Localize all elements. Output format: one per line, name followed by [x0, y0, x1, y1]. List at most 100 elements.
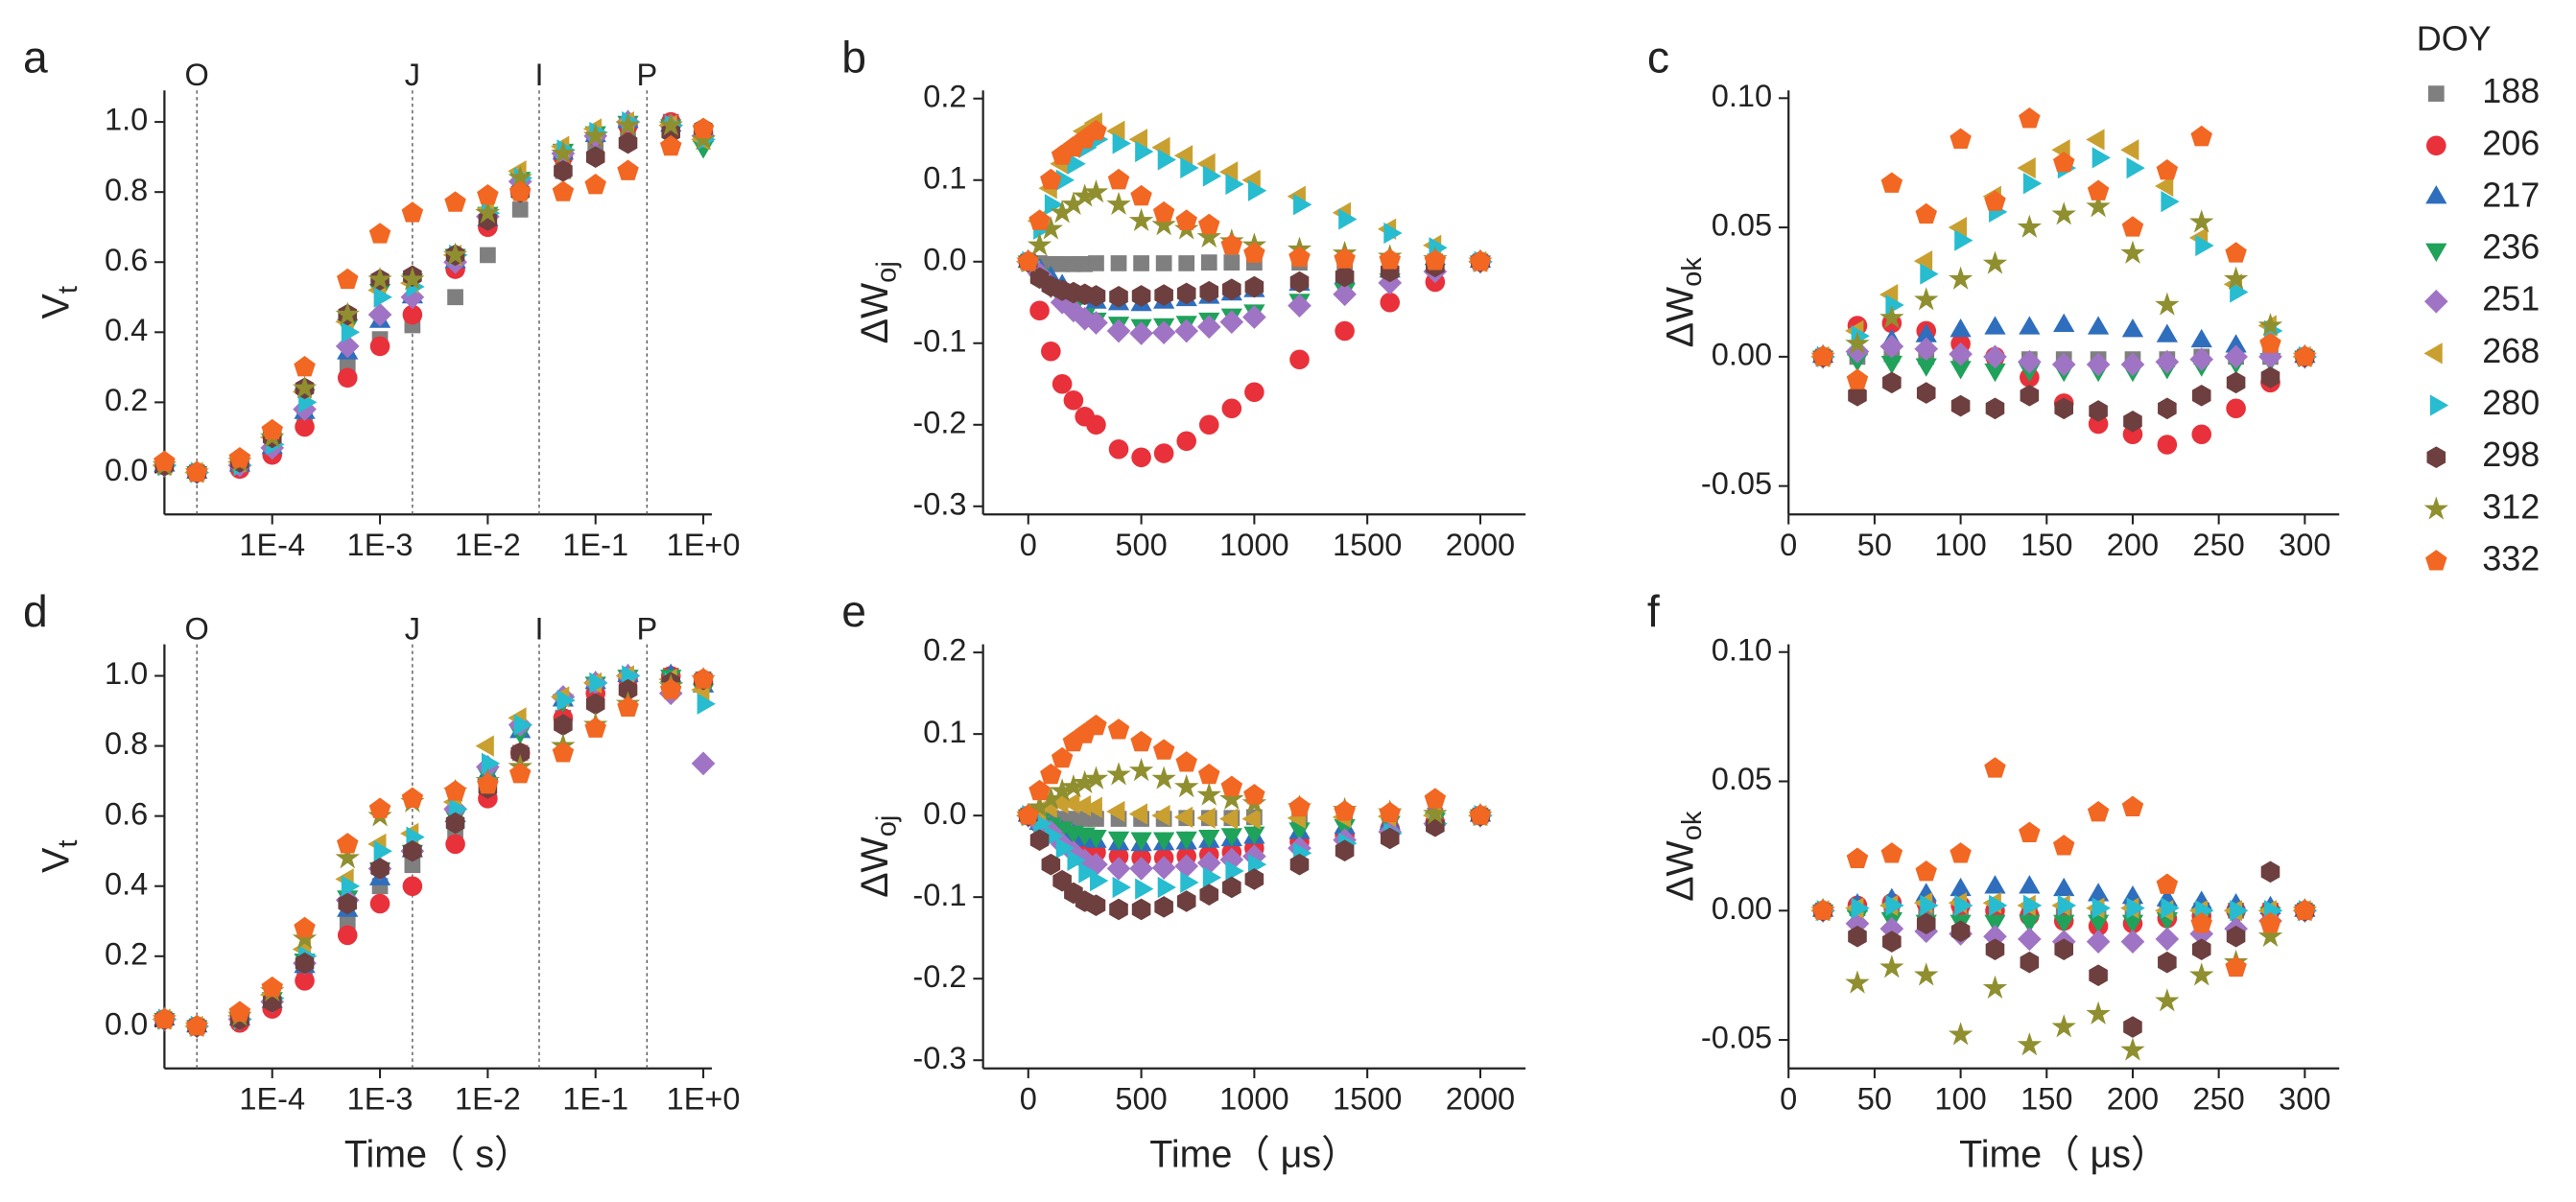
marker: [1221, 398, 1242, 419]
marker: [2158, 397, 2177, 420]
series: [154, 663, 715, 1033]
marker: [697, 693, 716, 715]
marker: [1244, 275, 1264, 298]
phase-label: O: [185, 612, 209, 647]
marker: [2223, 266, 2249, 290]
marker: [1128, 207, 1154, 232]
x-tick-label: 1E+0: [667, 1082, 741, 1117]
x-tick-label: 1500: [1333, 528, 1402, 562]
marker: [1176, 431, 1196, 452]
marker: [475, 200, 501, 224]
y-axis-label: ΔWok: [1660, 811, 1708, 902]
marker: [445, 812, 465, 835]
y-tick-label: -0.05: [1701, 1021, 1772, 1055]
x-tick-label: 2000: [1446, 1082, 1515, 1117]
marker: [475, 735, 494, 757]
marker: [367, 302, 392, 327]
marker: [1180, 156, 1199, 179]
marker: [1950, 128, 1972, 150]
marker: [1175, 831, 1197, 850]
marker: [2092, 147, 2111, 169]
marker: [1984, 914, 2006, 933]
marker: [294, 356, 316, 377]
marker: [1196, 807, 1216, 829]
marker: [1176, 282, 1196, 305]
marker: [1131, 447, 1151, 468]
marker: [585, 146, 605, 168]
y-label-sub: oj: [871, 815, 902, 837]
marker: [2051, 352, 2076, 377]
series: [1811, 107, 2316, 389]
marker: [228, 447, 251, 468]
marker: [1029, 300, 1050, 321]
marker: [368, 223, 391, 244]
marker: [1424, 788, 1447, 809]
marker: [402, 876, 423, 897]
marker: [1882, 371, 1902, 394]
x-tick-label: 1E-2: [455, 1082, 521, 1117]
x-tick-label: 500: [1115, 1082, 1167, 1117]
legend-label: 332: [2482, 538, 2540, 577]
marker: [2224, 344, 2248, 369]
y-label-main: ΔW: [1660, 839, 1702, 901]
marker: [1108, 439, 1129, 460]
series: [157, 665, 716, 1037]
phase-label: J: [405, 612, 420, 647]
marker: [1110, 255, 1127, 271]
marker: [1220, 233, 1243, 255]
marker: [2017, 214, 2043, 238]
marker: [2087, 801, 2110, 822]
marker: [1915, 358, 1937, 377]
marker: [2225, 334, 2247, 353]
y-tick-label: 0.6: [105, 796, 148, 831]
marker: [477, 772, 499, 794]
phase-label: P: [636, 612, 657, 647]
marker: [1223, 254, 1241, 271]
marker: [1225, 860, 1244, 883]
marker: [2019, 914, 2041, 933]
x-tick-label: 0: [1020, 528, 1037, 562]
marker: [508, 762, 532, 784]
marker: [2191, 384, 2211, 407]
marker: [692, 117, 715, 138]
marker: [551, 140, 576, 164]
marker: [292, 926, 318, 950]
marker: [1131, 285, 1151, 307]
marker: [1338, 208, 1358, 230]
marker: [1222, 876, 1241, 899]
marker: [403, 839, 422, 862]
marker: [1954, 229, 1973, 251]
legend-label: 206: [2482, 123, 2540, 162]
y-tick-label: 0.8: [105, 173, 148, 207]
marker: [2257, 313, 2283, 337]
marker: [1107, 719, 1130, 740]
marker: [556, 689, 576, 712]
marker: [1027, 232, 1052, 256]
marker: [338, 892, 358, 915]
y-tick-label: -0.1: [912, 323, 966, 358]
marker: [660, 134, 682, 156]
y-label-sub: oj: [871, 261, 902, 283]
marker: [335, 845, 360, 869]
phase-label: J: [405, 58, 420, 92]
marker: [1173, 806, 1193, 828]
marker: [2294, 899, 2316, 920]
marker: [1152, 200, 1175, 223]
marker: [2191, 424, 2211, 445]
marker: [1154, 284, 1173, 306]
marker: [295, 952, 315, 975]
marker: [2017, 1032, 2043, 1056]
marker: [1241, 808, 1261, 830]
y-tick-label: 0.4: [105, 866, 148, 901]
marker: [2086, 930, 2111, 954]
series: [154, 668, 713, 1038]
y-axis-label: ΔWoj: [854, 815, 902, 898]
marker: [2018, 349, 2042, 374]
marker: [2230, 900, 2249, 922]
marker: [2260, 860, 2281, 884]
y-label-main: V: [35, 847, 78, 873]
marker: [1106, 800, 1125, 823]
panel-letter: f: [1647, 586, 1660, 636]
legend-marker: [2423, 289, 2448, 314]
marker: [368, 797, 391, 818]
